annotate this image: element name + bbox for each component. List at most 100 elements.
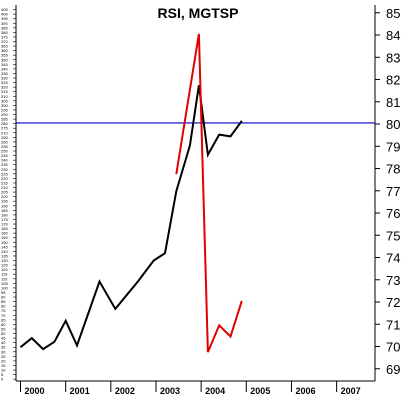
right-tick-label: 82 <box>386 73 400 88</box>
series-layer <box>19 33 243 353</box>
left-tick-label: 220 <box>1 176 8 181</box>
left-tick-label: 235 <box>1 162 8 167</box>
right-axis: 69 70 71 72 73 74 75 76 77 78 79 80 81 82 83 84 85 <box>375 6 400 377</box>
left-tick-label: 290 <box>1 112 8 117</box>
left-tick-label: 305 <box>1 98 8 103</box>
left-tick-label: 100 <box>1 285 8 290</box>
left-tick-label: 205 <box>1 190 8 195</box>
x-tick-label: 2006 <box>295 386 315 396</box>
left-tick-label: 125 <box>1 263 8 268</box>
left-tick-label: 260 <box>1 139 8 144</box>
left-tick-label: 30 <box>1 349 6 354</box>
left-tick-label: 395 <box>1 16 8 21</box>
right-tick-label: 70 <box>386 340 400 355</box>
x-tick-label: 2003 <box>160 386 180 396</box>
left-tick-label: 295 <box>1 107 8 112</box>
left-tick-label: 140 <box>1 249 8 254</box>
x-tick-label: 2007 <box>341 386 361 396</box>
left-tick-label: 225 <box>1 171 8 176</box>
left-tick-label: 195 <box>1 199 8 204</box>
left-tick-label: 375 <box>1 34 8 39</box>
right-tick-label: 71 <box>386 317 400 332</box>
left-tick-label: 105 <box>1 281 8 286</box>
left-tick-label: 255 <box>1 144 8 149</box>
right-tick-label: 75 <box>386 228 400 243</box>
left-tick-label: 55 <box>1 326 6 331</box>
left-tick-label: 215 <box>1 180 8 185</box>
left-tick-label: 10 <box>1 368 6 373</box>
right-tick-label: 74 <box>386 251 400 266</box>
left-tick-label: 15 <box>1 363 6 368</box>
left-tick-label: 265 <box>1 135 8 140</box>
left-tick-label: 165 <box>1 226 8 231</box>
x-tick-label: 2004 <box>205 386 225 396</box>
series-line-0 <box>19 85 243 351</box>
x-tick-label: 2000 <box>25 386 45 396</box>
left-tick-label: 310 <box>1 94 8 99</box>
left-tick-label: 85 <box>1 299 6 304</box>
left-tick-label: 175 <box>1 217 8 222</box>
left-tick-label: 95 <box>1 290 6 295</box>
left-tick-label: 160 <box>1 231 8 236</box>
left-tick-label: 380 <box>1 30 8 35</box>
left-tick-label: 360 <box>1 48 8 53</box>
left-tick-label: 40 <box>1 340 6 345</box>
left-tick-label: 0 <box>1 377 4 382</box>
left-tick-label: 70 <box>1 313 6 318</box>
left-tick-label: 390 <box>1 21 8 26</box>
left-tick-label: 320 <box>1 85 8 90</box>
left-tick-label: 185 <box>1 208 8 213</box>
left-tick-label: 230 <box>1 167 8 172</box>
left-tick-label: 5 <box>1 372 4 377</box>
left-tick-label: 300 <box>1 103 8 108</box>
right-tick-label: 72 <box>386 295 400 310</box>
left-tick-label: 20 <box>1 358 6 363</box>
right-tick-label: 78 <box>386 162 400 177</box>
left-tick-label: 50 <box>1 331 6 336</box>
left-tick-label: 280 <box>1 121 8 126</box>
series-line-1 <box>175 33 243 353</box>
left-tick-label: 150 <box>1 240 8 245</box>
left-tick-label: 335 <box>1 71 8 76</box>
right-tick-label: 73 <box>386 273 400 288</box>
right-tick-label: 76 <box>386 206 400 221</box>
right-tick-label: 85 <box>386 6 400 21</box>
left-tick-label: 250 <box>1 149 8 154</box>
left-tick-label: 325 <box>1 80 8 85</box>
left-tick-label: 210 <box>1 185 8 190</box>
left-tick-label: 350 <box>1 57 8 62</box>
right-tick-label: 84 <box>386 28 400 43</box>
left-tick-label: 120 <box>1 267 8 272</box>
left-tick-label: 340 <box>1 66 8 71</box>
right-tick-label: 80 <box>386 117 400 132</box>
left-tick-label: 80 <box>1 304 6 309</box>
chart-title: RSI, MGTSP <box>158 5 239 21</box>
left-tick-label: 345 <box>1 62 8 67</box>
left-tick-label: 35 <box>1 345 6 350</box>
left-tick-label: 115 <box>1 272 8 277</box>
left-tick-label: 25 <box>1 354 6 359</box>
left-tick-label: 275 <box>1 126 8 131</box>
x-tick-label: 2005 <box>250 386 270 396</box>
left-tick-label: 180 <box>1 212 8 217</box>
left-tick-label: 355 <box>1 53 8 58</box>
left-tick-label: 110 <box>1 276 8 281</box>
left-tick-label: 75 <box>1 308 6 313</box>
right-tick-label: 81 <box>386 95 400 110</box>
x-tick-label: 2001 <box>70 386 90 396</box>
left-tick-label: 370 <box>1 39 8 44</box>
left-tick-label: 200 <box>1 194 8 199</box>
left-tick-label: 400 <box>1 12 8 17</box>
left-tick-label: 45 <box>1 336 6 341</box>
left-tick-label: 270 <box>1 130 8 135</box>
x-tick-label: 2002 <box>115 386 135 396</box>
left-tick-label: 170 <box>1 222 8 227</box>
left-tick-label: 65 <box>1 317 6 322</box>
right-tick-label: 77 <box>386 184 400 199</box>
left-tick-label: 405 <box>1 7 8 12</box>
left-tick-label: 155 <box>1 235 8 240</box>
left-tick-label: 240 <box>1 158 8 163</box>
right-tick-label: 79 <box>386 139 400 154</box>
left-tick-label: 60 <box>1 322 6 327</box>
left-tick-label: 190 <box>1 203 8 208</box>
